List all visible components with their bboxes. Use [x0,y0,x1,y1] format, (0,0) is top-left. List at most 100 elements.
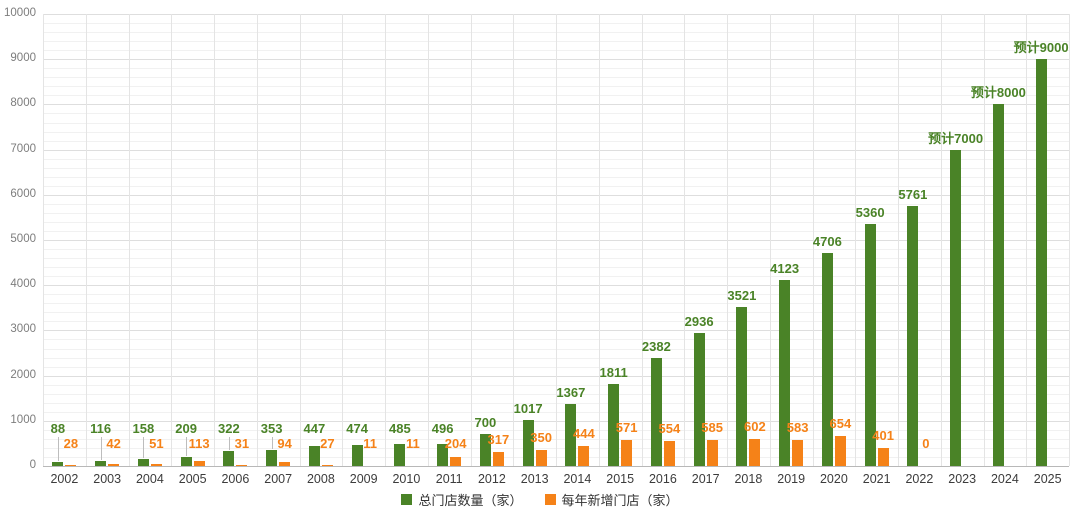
grid-v-line [171,14,173,466]
y-tick-label: 4000 [10,278,36,291]
x-tick-label: 2012 [477,472,506,486]
grid-v-line [684,14,686,466]
y-tick-label: 2000 [10,368,36,381]
legend-swatch-new-icon [544,494,556,505]
grid-v-line [427,14,429,466]
data-label-new: 401 [872,427,894,443]
data-label-total: 4123 [770,260,800,276]
bar-total-stores [950,149,962,466]
data-label-new: 583 [786,419,809,435]
data-label-new: 11 [406,436,420,451]
data-label-new: 444 [573,425,595,441]
grid-v-line [256,14,258,466]
grid-v-line [513,14,515,466]
label-leader-line [186,437,188,456]
bar-new-stores [364,465,376,466]
bar-new-stores [535,450,547,466]
data-label-new: 602 [744,418,766,434]
data-label-new: 27 [320,436,335,451]
x-tick-label: 2002 [50,472,79,486]
bar-new-stores [706,439,718,466]
bar-total-stores [565,404,577,466]
data-label-total: 485 [389,421,411,436]
legend-label-new: 每年新增门店（家） [561,493,679,508]
grid-v-line [342,14,344,466]
data-label-total: 474 [346,421,368,436]
data-label-new: 113 [188,436,210,451]
x-tick-label: 2013 [520,472,549,486]
label-leader-line [143,437,145,458]
data-label-new: 31 [234,436,250,451]
grid-v-line [556,14,557,466]
bar-new-stores [792,439,804,466]
bar-new-stores [877,447,889,466]
grid-v-line [385,14,386,466]
bar-total-stores [437,443,449,466]
x-tick-label: 2024 [990,472,1019,486]
data-label-new: 204 [444,436,467,451]
bar-total-stores [608,384,620,466]
label-leader-line [228,437,230,451]
data-label-total: 3521 [727,287,757,303]
x-tick-label: 2018 [734,472,763,486]
y-tick-label: 7000 [10,142,36,155]
data-label-new: 51 [149,436,164,451]
x-tick-label: 2019 [777,472,806,486]
y-tick-label: 1000 [10,413,36,426]
x-tick-label: 2020 [819,472,848,486]
x-tick-label: 2008 [306,472,335,486]
y-tick-label: 5000 [10,233,36,245]
bar-total-stores [351,444,363,466]
grid-v-line [898,14,899,466]
bar-total-stores [479,434,491,466]
bar-new-stores [749,438,761,466]
bar-total-stores [308,445,320,466]
bar-new-stores [236,464,248,466]
data-label-total: 5761 [898,186,928,202]
data-label-new: 28 [63,436,79,451]
data-label-total: 322 [218,421,240,436]
grid-v-line [1069,14,1070,466]
x-tick-label: 2007 [264,472,293,486]
bar-new-stores [578,445,590,466]
grid-v-line [128,14,130,466]
bar-total-stores [1035,59,1047,466]
bar-total-stores [864,223,876,466]
data-label-total: 1017 [513,401,543,416]
x-tick-label: 2023 [948,472,977,486]
legend-item-new-stores: 每年新增门店（家） [544,490,679,509]
data-label-total: 4706 [812,234,842,250]
data-label-total: 预计8000 [970,85,1026,101]
data-label-total: 496 [431,421,454,436]
data-label-total: 353 [260,421,283,436]
data-label-total: 209 [175,421,197,436]
bar-total-stores [992,104,1004,466]
data-label-total: 1367 [556,385,586,401]
data-label-new: 11 [363,436,377,451]
x-tick-label: 2010 [392,472,421,486]
label-leader-line [100,437,102,460]
bar-total-stores [907,205,919,466]
data-label-total: 预计7000 [928,130,984,146]
x-tick-label: 2015 [606,472,635,486]
x-tick-label: 2017 [691,472,720,486]
data-label-new: 554 [658,421,681,436]
legend-item-total-stores: 总门店数量（家） [401,490,523,509]
bar-new-stores [65,464,77,466]
label-leader-line [57,437,59,461]
x-tick-label: 2004 [135,472,164,486]
x-tick-label: 2003 [93,472,122,486]
grid-v-line [43,14,44,466]
x-tick-label: 2011 [435,472,463,486]
y-tick-label: 8000 [10,97,36,110]
x-tick-label: 2016 [648,472,677,486]
label-leader-line [271,437,273,449]
data-label-total: 700 [474,415,497,431]
data-label-new: 350 [530,430,552,446]
y-tick-label: 9000 [10,52,36,65]
bar-total-stores [650,358,662,466]
bar-new-stores [621,440,633,466]
x-tick-label: 2009 [349,472,378,486]
